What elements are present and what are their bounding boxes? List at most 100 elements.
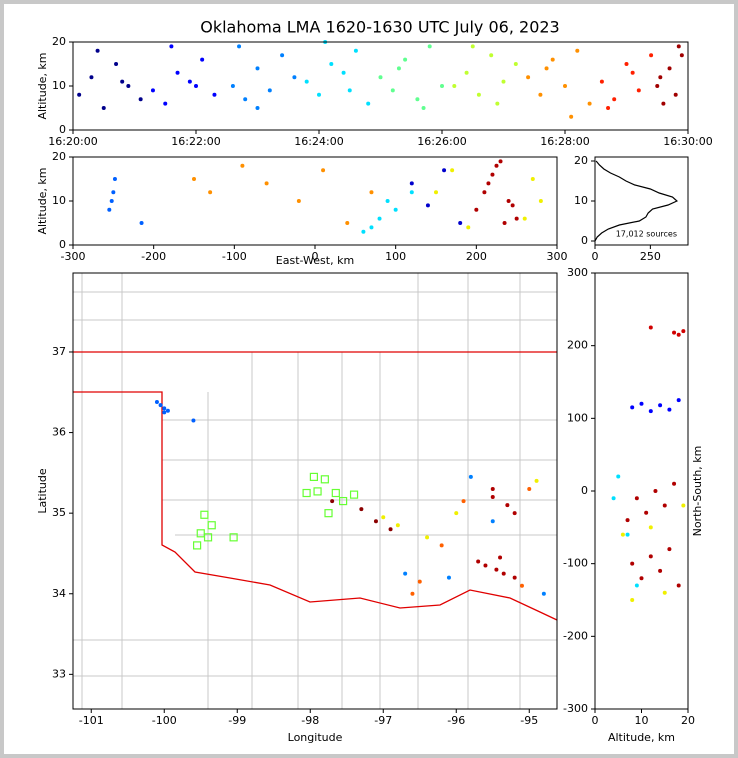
source-point	[489, 53, 494, 58]
y-tick-label: 0	[59, 123, 66, 136]
source-point	[163, 101, 168, 106]
station	[207, 521, 216, 530]
source-point	[255, 66, 260, 71]
x-tick-label: 16:28:00	[540, 135, 589, 148]
source-point	[639, 576, 644, 581]
source-point	[120, 79, 125, 84]
source-point	[625, 518, 630, 523]
source-point	[192, 177, 196, 181]
x-tick-label: -99	[228, 714, 246, 727]
plot-frame	[72, 272, 558, 710]
source-point	[388, 527, 393, 532]
source-point	[667, 407, 672, 412]
source-point	[550, 57, 555, 62]
source-point	[501, 571, 506, 576]
source-point	[534, 478, 539, 483]
source-point	[187, 79, 192, 84]
station	[229, 533, 238, 542]
source-point	[191, 418, 196, 423]
y-axis-label: Altitude, km	[36, 52, 49, 119]
station	[324, 509, 333, 518]
source-point	[512, 575, 517, 580]
source-point	[359, 507, 364, 512]
source-point	[648, 525, 653, 530]
x-tick-label: 0	[312, 250, 319, 263]
source-point	[446, 575, 451, 580]
x-tick-label: 16:24:00	[294, 135, 343, 148]
y-tick-label: -200	[563, 629, 588, 642]
source-point	[112, 177, 117, 181]
source-point	[506, 199, 511, 203]
source-point	[330, 499, 335, 504]
source-point	[427, 44, 432, 49]
source-point	[672, 481, 677, 486]
source-point	[474, 207, 479, 212]
source-point	[341, 70, 346, 75]
x-axis-label: Longitude	[288, 731, 343, 744]
source-point	[212, 92, 217, 97]
source-point	[369, 190, 374, 195]
source-point	[111, 190, 116, 195]
source-point	[538, 92, 543, 97]
source-point	[575, 48, 580, 53]
source-point	[425, 535, 430, 540]
source-point	[77, 92, 82, 97]
station	[339, 496, 348, 506]
source-point	[495, 101, 500, 106]
source-point	[679, 53, 684, 58]
source-point	[636, 88, 641, 93]
source-point	[541, 591, 546, 596]
y-tick-label: 10	[574, 194, 588, 207]
source-point	[658, 568, 663, 573]
source-point	[676, 583, 681, 588]
source-point	[661, 101, 666, 106]
y-tick-label: 34	[52, 587, 66, 600]
source-point	[393, 207, 398, 212]
source-point	[373, 519, 378, 524]
x-tick-label: 16:26:00	[417, 135, 466, 148]
source-point	[317, 92, 321, 97]
source-point	[240, 163, 245, 168]
y-tick-label: 36	[52, 426, 66, 439]
source-point	[676, 332, 681, 337]
source-point	[530, 177, 535, 181]
source-point	[175, 70, 180, 75]
source-point	[620, 532, 625, 537]
y-tick-label: 35	[52, 506, 66, 519]
source-point	[329, 62, 334, 66]
y-tick-label: 20	[52, 35, 66, 48]
source-point	[526, 75, 531, 80]
source-point	[649, 53, 654, 58]
source-point	[403, 571, 408, 576]
source-point	[267, 88, 272, 93]
source-point	[494, 567, 499, 572]
y-tick-label: 200	[567, 339, 588, 352]
source-point	[490, 172, 495, 177]
x-tick-label: 16:30:00	[663, 135, 712, 148]
source-point	[676, 398, 681, 403]
source-point	[114, 62, 119, 66]
source-point	[454, 511, 459, 516]
x-tick-label: -100	[152, 714, 177, 727]
county-lines	[73, 273, 557, 709]
source-point	[544, 66, 549, 71]
y-tick-label: 10	[52, 194, 66, 207]
source-point	[200, 57, 205, 62]
source-point	[280, 53, 285, 58]
source-point	[538, 199, 543, 203]
source-point	[450, 168, 455, 173]
source-point	[569, 114, 574, 119]
source-point	[490, 495, 495, 500]
source-point	[461, 499, 466, 504]
x-tick-label: -100	[222, 250, 247, 263]
source-point	[519, 583, 524, 588]
source-point	[381, 515, 386, 520]
source-point	[514, 216, 519, 221]
source-point	[527, 486, 532, 491]
source-point	[292, 75, 297, 80]
source-point	[486, 181, 491, 186]
source-point	[624, 62, 629, 66]
x-tick-label: -97	[374, 714, 392, 727]
annotation: 17,012 sources	[616, 230, 677, 239]
x-tick-label: 250	[640, 250, 661, 263]
